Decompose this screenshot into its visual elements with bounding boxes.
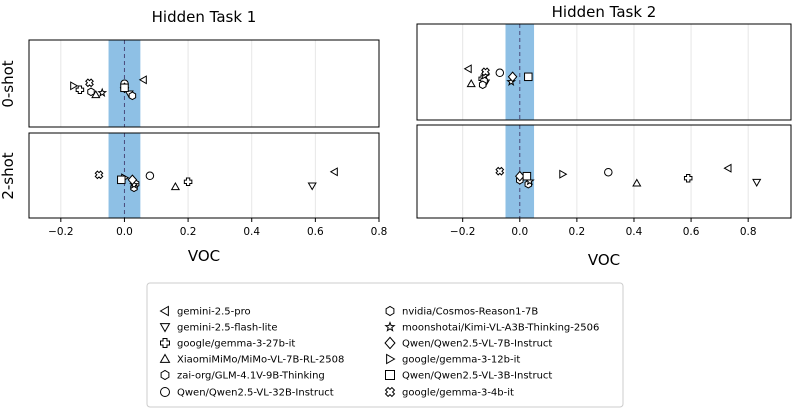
marker-gemini-2-5-pro — [463, 64, 472, 74]
marker-qwen-qwen2-5-vl-3b-instruct — [120, 83, 129, 93]
legend-marker — [159, 353, 171, 363]
x-tick-label: −0.2 — [48, 226, 74, 238]
x-tick-label: 0.6 — [307, 226, 324, 238]
legend-marker — [384, 336, 396, 350]
x-tick-label: 0.6 — [683, 226, 700, 238]
axes-frame — [28, 132, 380, 219]
plot-area — [417, 125, 791, 218]
axes-frame — [416, 23, 792, 121]
axes-frame — [416, 124, 792, 219]
marker-gemini-2-5-flash-lite — [752, 178, 762, 187]
legend-label: Qwen/Qwen2.5-VL-32B-Instruct — [177, 388, 334, 399]
marker-xiaomimimo-mimo-vl-7b-rl-2508 — [170, 182, 181, 191]
marker-google-gemma-3-12b-it — [559, 169, 568, 179]
legend-label: Qwen/Qwen2.5-VL-7B-Instruct — [402, 339, 552, 350]
marker-qwen-qwen2-5-vl-32b-instruct — [145, 171, 155, 181]
marker-google-gemma-3-4b-it — [94, 170, 104, 180]
legend-label: zai-org/GLM-4.1V-9B-Thinking — [177, 371, 325, 382]
row-label-2-shot: 2-shot — [0, 152, 17, 199]
marker-qwen-qwen2-5-vl-32b-instruct — [495, 68, 505, 78]
legend-marker — [385, 305, 395, 317]
marker-google-gemma-3-4b-it — [495, 166, 505, 176]
marker-qwen-qwen2-5-vl-7b-instruct — [127, 174, 138, 186]
marker-nvidia-cosmos-reason1-7b — [128, 91, 137, 101]
marker-xiaomimimo-mimo-vl-7b-rl-2508 — [632, 178, 642, 187]
marker-nvidia-cosmos-reason1-7b — [478, 80, 487, 90]
legend-marker — [384, 321, 396, 332]
legend-label: Qwen/Qwen2.5-VL-3B-Instruct — [402, 371, 552, 382]
marker-google-gemma-3-27b-it — [683, 173, 693, 183]
axes-frame — [28, 39, 380, 128]
legend-marker — [386, 353, 396, 365]
legend-marker — [384, 386, 396, 398]
marker-google-gemma-3-4b-it — [481, 67, 490, 77]
legend-marker — [159, 305, 169, 317]
plot-area — [29, 40, 379, 127]
panel-1-2-shot — [28, 132, 380, 222]
legend-marker — [160, 338, 170, 348]
panel-title-2: Hidden Task 2 — [552, 3, 657, 21]
panel-1-0-shot — [28, 39, 380, 128]
marker-qwen-qwen2-5-vl-32b-instruct — [604, 167, 613, 177]
marker-gemini-2-5-pro — [723, 163, 732, 173]
marker-gemini-2-5-pro — [138, 75, 147, 85]
marker-google-gemma-3-12b-it — [70, 81, 79, 91]
marker-qwen-qwen2-5-vl-7b-instruct — [507, 71, 518, 83]
marker-google-gemma-3-27b-it — [183, 177, 193, 187]
legend-label: gemini-2.5-flash-lite — [177, 323, 277, 334]
legend — [146, 282, 624, 408]
panel-2-0-shot — [416, 23, 792, 121]
marker-moonshotai-kimi-vl-a3b-thinking-2506 — [97, 87, 108, 97]
legend-marker — [385, 370, 395, 380]
legend-label: google/gemma-3-4b-it — [402, 388, 514, 399]
x-tick-label: 0.0 — [511, 226, 528, 238]
marker-xiaomimimo-mimo-vl-7b-rl-2508 — [466, 79, 476, 88]
x-tick-label: 0.4 — [243, 226, 260, 238]
panel-2-2-shot — [416, 124, 792, 222]
plot-area — [29, 133, 379, 218]
legend-marker — [160, 387, 170, 397]
legend-label: gemini-2.5-pro — [177, 307, 251, 318]
legend-label: nvidia/Cosmos-Reason1-7B — [402, 307, 538, 318]
marker-qwen-qwen2-5-vl-3b-instruct — [117, 175, 126, 185]
x-tick-label: 0.4 — [626, 226, 643, 238]
marker-qwen-qwen2-5-vl-7b-instruct — [515, 170, 525, 182]
legend-label: google/gemma-3-12b-it — [402, 355, 520, 366]
x-tick-label: 0.2 — [180, 226, 197, 238]
legend-marker — [160, 369, 170, 381]
legend-label: moonshotai/Kimi-VL-A3B-Thinking-2506 — [402, 323, 599, 334]
x-tick-label: 0.2 — [569, 226, 586, 238]
x-tick-label: 0.8 — [371, 226, 388, 238]
marker-gemini-2-5-pro — [329, 167, 338, 177]
legend-box — [146, 282, 624, 408]
marker-zai-org-glm-4-1v-9b-thinking — [87, 87, 95, 97]
marker-gemini-2-5-flash-lite — [307, 182, 317, 191]
panel-title-1: Hidden Task 1 — [152, 8, 257, 26]
row-label-0-shot: 0-shot — [0, 60, 17, 107]
x-tick-label: −0.2 — [450, 226, 476, 238]
legend-label: XiaomiMiMo/MiMo-VL-7B-RL-2508 — [177, 355, 344, 366]
marker-qwen-qwen2-5-vl-3b-instruct — [524, 72, 533, 82]
x-tick-label: 0.8 — [740, 226, 757, 238]
x-tick-label: 0.0 — [116, 226, 133, 238]
x-axis-label-2: VOC — [588, 251, 620, 269]
marker-qwen-qwen2-5-vl-3b-instruct — [522, 171, 532, 181]
marker-google-gemma-3-4b-it — [85, 78, 94, 88]
legend-label: google/gemma-3-27b-it — [177, 339, 295, 350]
legend-marker — [159, 323, 171, 333]
marker-google-gemma-3-27b-it — [75, 85, 85, 95]
plot-area — [417, 24, 791, 120]
x-axis-label-1: VOC — [188, 247, 220, 265]
